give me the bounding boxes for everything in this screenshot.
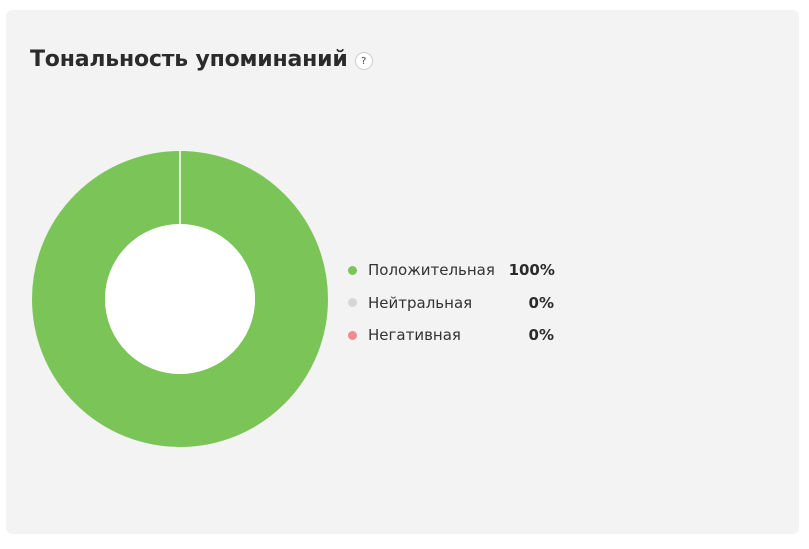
legend-value-positive: 100% xyxy=(508,261,555,280)
card-header: Тональность упоминаний ? xyxy=(30,46,373,74)
legend-dot-negative xyxy=(348,330,357,340)
legend-dot-positive xyxy=(348,265,357,275)
card-title: Тональность упоминаний xyxy=(30,47,348,72)
question-mark-icon[interactable]: ? xyxy=(354,52,373,70)
legend-dot-neutral xyxy=(348,298,357,308)
legend-value-negative: 0% xyxy=(528,326,554,345)
legend-item-negative[interactable]: Негативная 0% xyxy=(348,319,568,352)
legend-label-neutral: Нейтральная xyxy=(368,293,473,312)
legend-item-positive[interactable]: Положительная 100% xyxy=(348,254,568,287)
legend-value-neutral: 0% xyxy=(528,293,554,312)
legend-label-negative: Негативная xyxy=(368,326,461,345)
donut-center-hole xyxy=(105,224,255,374)
legend-item-neutral[interactable]: Нейтральная 0% xyxy=(348,287,568,320)
chart-legend: Положительная 100% Нейтральная 0% Негати… xyxy=(348,254,568,352)
legend-label-positive: Положительная xyxy=(368,261,495,280)
